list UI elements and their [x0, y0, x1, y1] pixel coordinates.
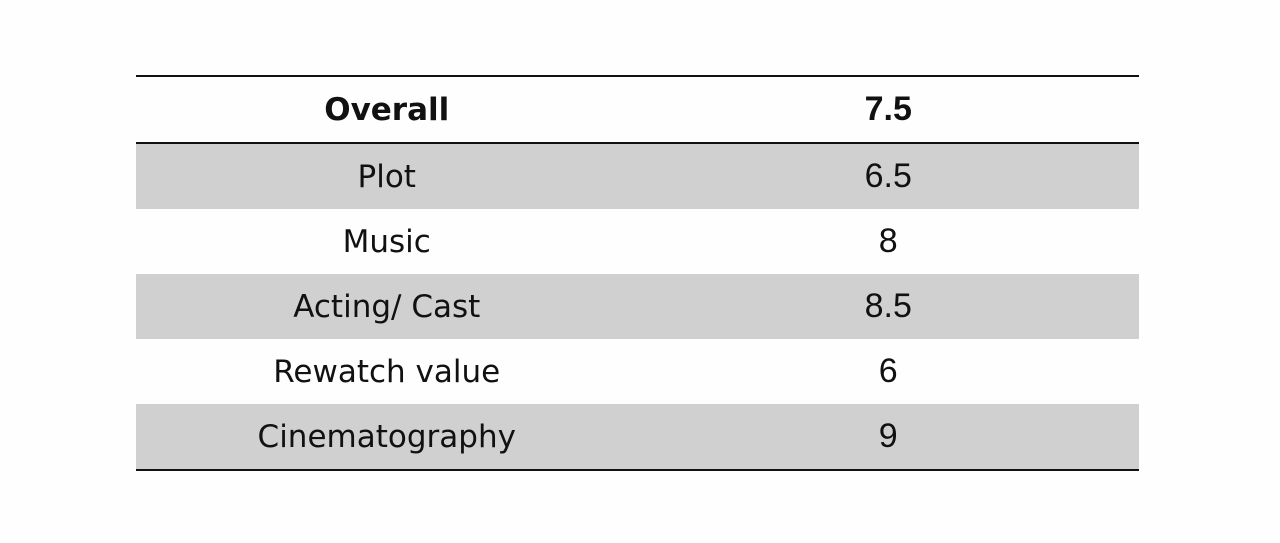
table-cell: Rewatch value — [273, 353, 501, 390]
table-row: Acting/ Cast 8.5 — [136, 274, 1139, 339]
table-cell: 8 — [878, 222, 898, 260]
table-cell: 6 — [878, 352, 898, 390]
table-row: Music 8 — [136, 209, 1139, 274]
header-cell: Overall — [324, 91, 450, 128]
ratings-table: Overall 7.5 Plot 6.5 Music 8 Acting/ Cast 8.5… — [136, 75, 1139, 471]
header-cell: 7.5 — [864, 90, 912, 128]
table-row: Rewatch value 6 — [136, 339, 1139, 404]
table-cell: Plot — [357, 158, 416, 195]
table-cell: Acting/ Cast — [293, 288, 481, 325]
table-cell: Music — [342, 223, 431, 260]
table-cell: 8.5 — [864, 287, 912, 325]
table-row: Cinematography 9 — [136, 404, 1139, 471]
table-cell: 6.5 — [864, 157, 912, 195]
table-row: Plot 6.5 — [136, 144, 1139, 209]
table-cell: 9 — [878, 417, 898, 455]
table-cell: Cinematography — [257, 418, 516, 455]
header-row: Overall 7.5 — [136, 75, 1139, 144]
